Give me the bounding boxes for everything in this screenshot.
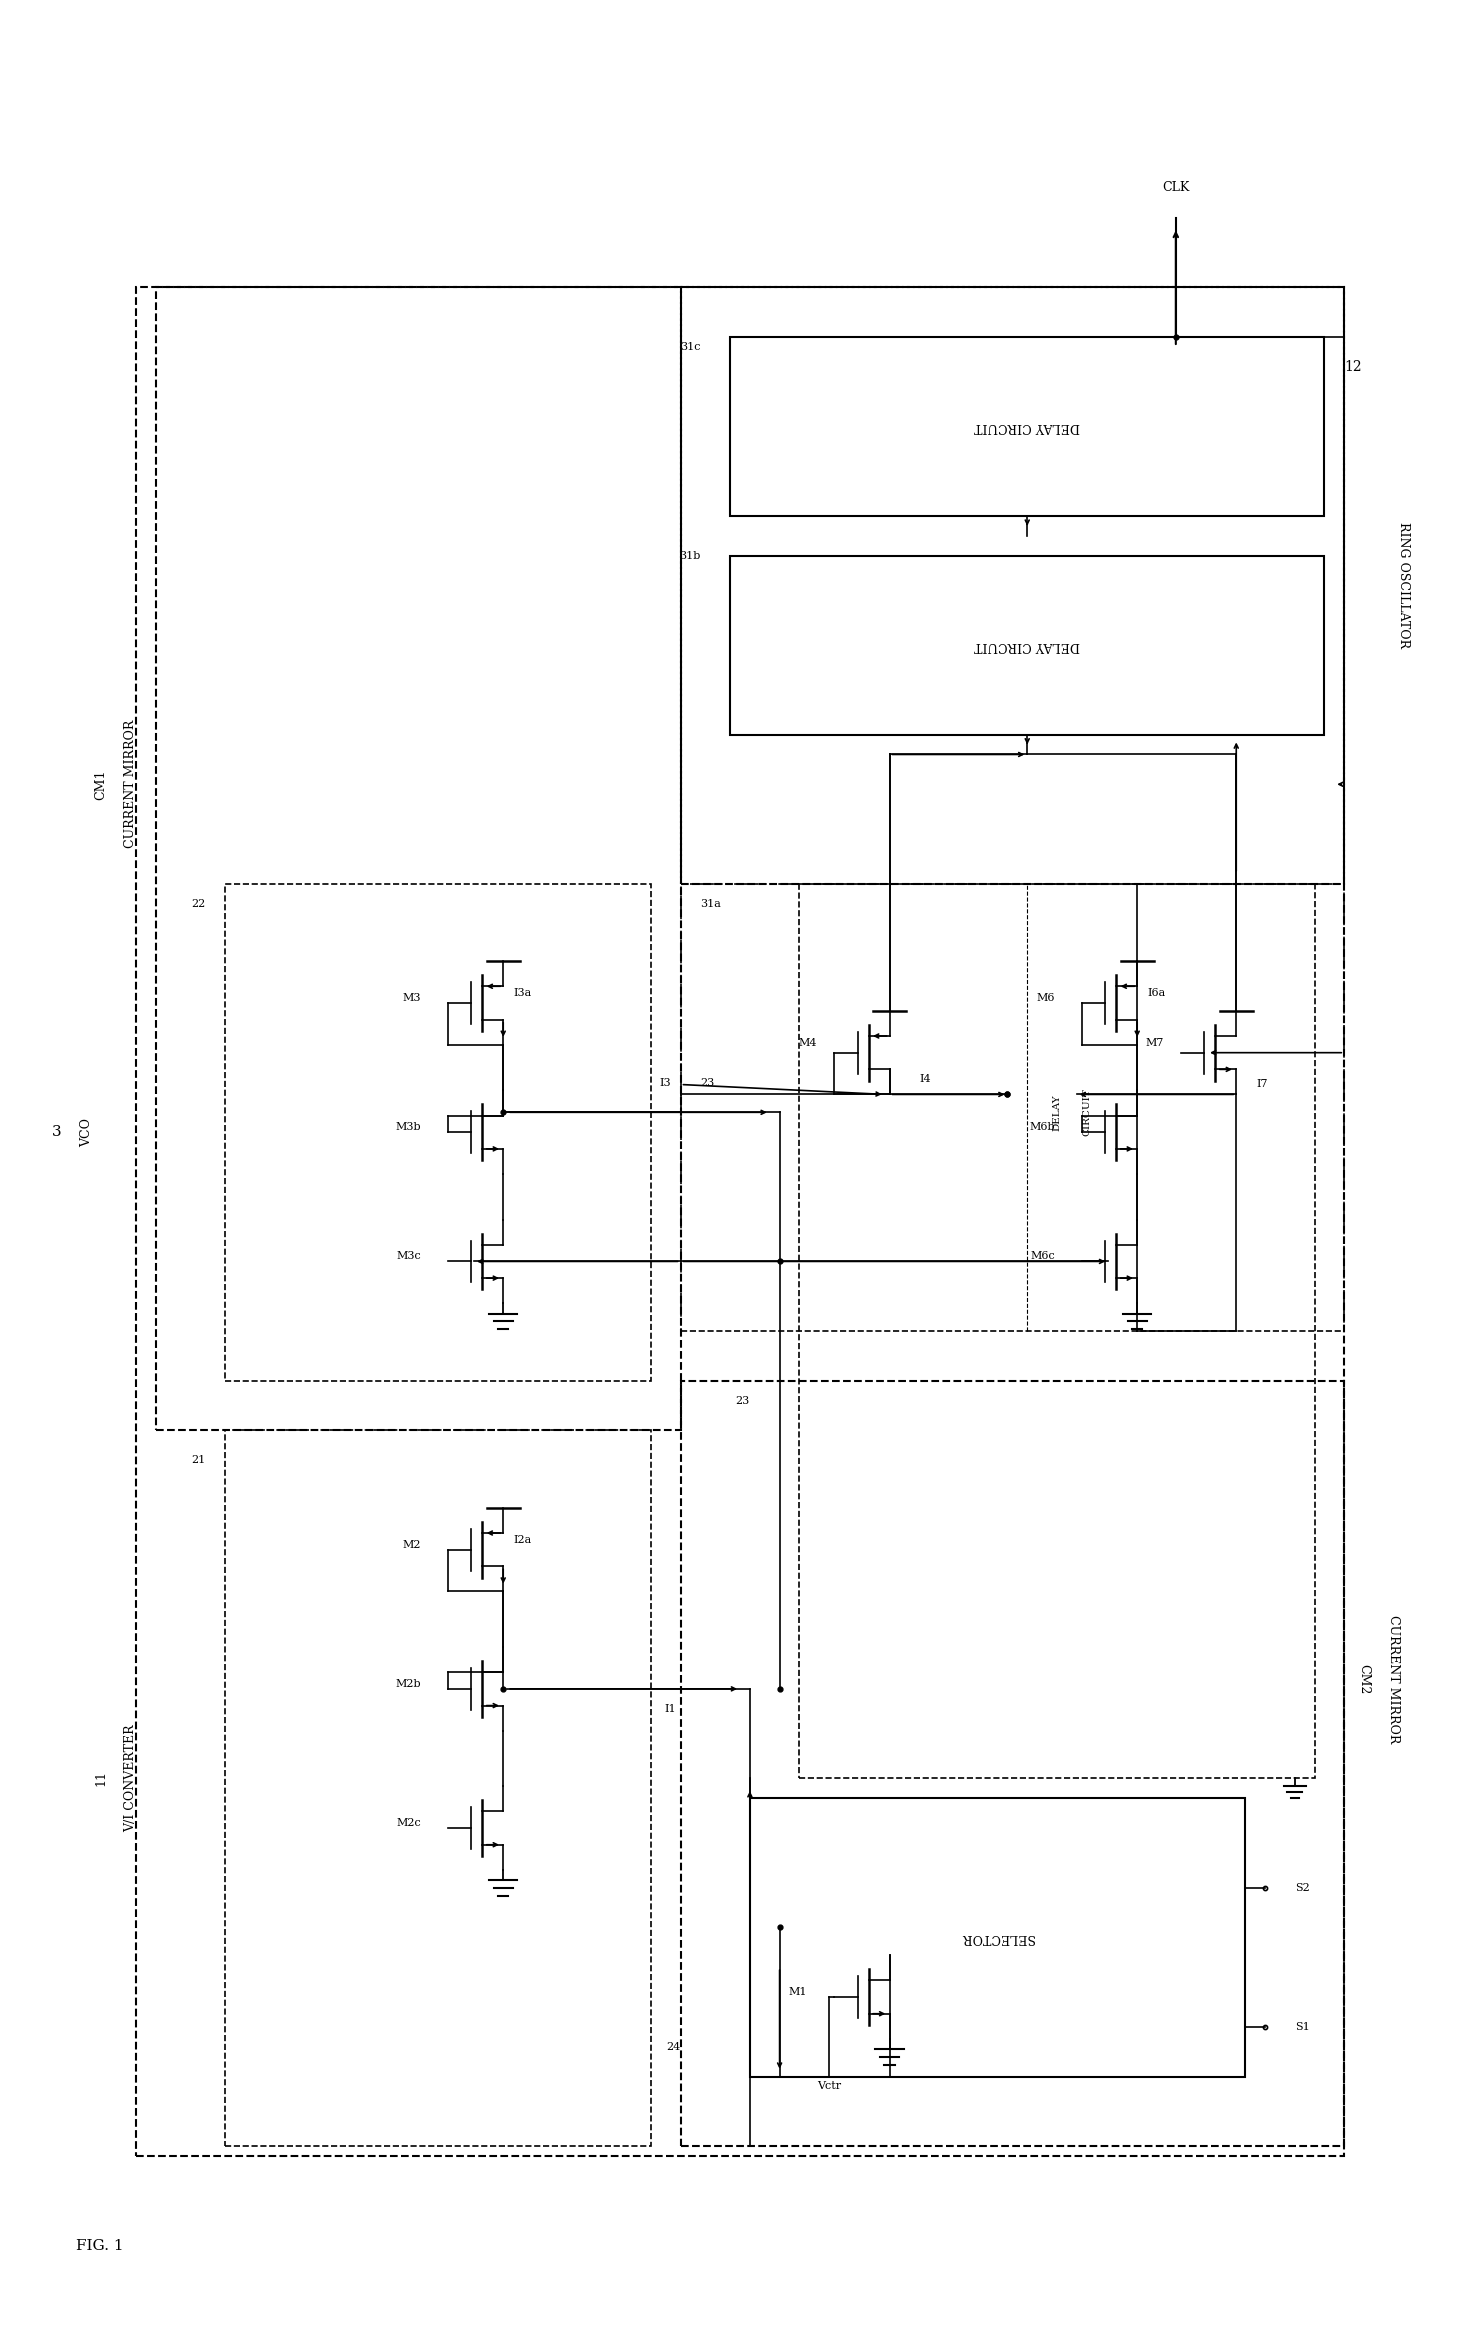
Text: 22: 22 [190, 898, 205, 909]
Bar [136, 287, 1344, 2157]
Text: RING OSCILLATOR: RING OSCILLATOR [1397, 522, 1411, 648]
Text: M1: M1 [789, 1987, 808, 1996]
Text: CURRENT MIRROR: CURRENT MIRROR [1387, 1614, 1400, 1742]
Bar [730, 336, 1325, 515]
Text: 31a: 31a [700, 898, 721, 909]
Text: 3: 3 [52, 1126, 62, 1140]
Text: 24: 24 [666, 2043, 681, 2052]
Text: SELECTOR: SELECTOR [961, 1931, 1033, 1945]
Text: 21: 21 [190, 1455, 205, 1464]
Text: M3b: M3b [395, 1122, 422, 1133]
Text: M3c: M3c [397, 1252, 422, 1262]
Text: M4: M4 [799, 1038, 817, 1047]
Bar [730, 555, 1325, 735]
Text: M6: M6 [1036, 993, 1055, 1003]
Bar [750, 1798, 1246, 2075]
Text: S1: S1 [1294, 2022, 1309, 2031]
Text: M2c: M2c [397, 1819, 422, 1828]
Bar [799, 884, 1315, 1779]
Bar [226, 884, 652, 1381]
Text: Vctr: Vctr [817, 2082, 842, 2092]
Text: M3: M3 [402, 993, 422, 1003]
Bar [226, 1430, 652, 2145]
Text: DELAY: DELAY [1052, 1094, 1061, 1131]
Text: 23: 23 [736, 1395, 750, 1406]
Bar [681, 1381, 1344, 2145]
Text: DELAY CIRCUIT: DELAY CIRCUIT [974, 639, 1080, 651]
Text: VCO: VCO [80, 1117, 93, 1147]
Text: I2a: I2a [513, 1534, 532, 1544]
Text: I6a: I6a [1147, 989, 1166, 998]
Text: I7: I7 [1256, 1080, 1268, 1089]
Text: M2b: M2b [395, 1679, 422, 1688]
Text: M2: M2 [402, 1539, 422, 1551]
Text: I3a: I3a [513, 989, 532, 998]
Text: 31b: 31b [680, 550, 700, 560]
Text: M6c: M6c [1030, 1252, 1055, 1262]
Text: DELAY CIRCUIT: DELAY CIRCUIT [974, 420, 1080, 434]
Bar [156, 287, 681, 1430]
Text: I3: I3 [659, 1077, 671, 1087]
Text: CURRENT MIRROR: CURRENT MIRROR [124, 721, 137, 849]
Text: CM1: CM1 [94, 770, 108, 800]
Text: FIG. 1: FIG. 1 [77, 2239, 124, 2253]
Text: 23: 23 [700, 1077, 715, 1087]
Text: S2: S2 [1294, 1882, 1309, 1894]
Text: V/I CONVERTER: V/I CONVERTER [124, 1726, 137, 1833]
Text: I1: I1 [665, 1705, 677, 1714]
Text: M6b: M6b [1029, 1122, 1055, 1133]
Bar [681, 287, 1344, 884]
Text: CIRCUIT: CIRCUIT [1082, 1089, 1091, 1136]
Text: CLK: CLK [1162, 182, 1190, 194]
Text: CM2: CM2 [1358, 1663, 1371, 1693]
Text: 31c: 31c [680, 343, 700, 352]
Text: I4: I4 [920, 1075, 932, 1084]
Text: M7: M7 [1145, 1038, 1164, 1047]
Text: 11: 11 [94, 1770, 108, 1786]
Bar [681, 884, 1344, 1332]
Text: 12: 12 [1344, 359, 1362, 373]
